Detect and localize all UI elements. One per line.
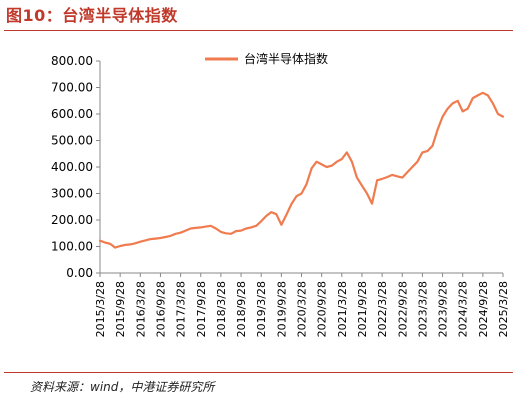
x-tick-label: 2023/3/28 <box>416 281 429 337</box>
y-tick-label: 200.00 <box>51 213 93 227</box>
chart-axes <box>99 61 503 274</box>
x-tick-label: 2023/9/28 <box>437 281 450 337</box>
x-tick-label: 2019/9/28 <box>275 281 288 337</box>
series-line <box>98 91 505 249</box>
y-tick-label: 400.00 <box>51 160 93 174</box>
legend-label: 台湾半导体指数 <box>244 51 328 66</box>
x-tick-label: 2022/9/28 <box>396 281 409 337</box>
x-tick-label: 2016/3/28 <box>134 281 147 337</box>
series-group <box>98 91 505 249</box>
legend: 台湾半导体指数 <box>205 51 328 66</box>
x-tick-label: 2020/9/28 <box>316 281 329 337</box>
x-tick-label: 2018/9/28 <box>235 281 248 337</box>
y-axis-ticks: 0.00 100.00 200.00 300.00 400.00 500.00 600.00… <box>51 54 100 280</box>
x-tick-label: 2016/9/28 <box>154 281 167 337</box>
x-tick-label: 2021/3/28 <box>336 281 349 337</box>
x-tick-label: 2025/3/28 <box>497 281 510 337</box>
x-axis-ticks: 2015/3/28 2015/9/28 2016/3/28 2016/9/28 2017… <box>94 273 510 337</box>
y-tick-label: 100.00 <box>51 240 93 254</box>
x-tick-label: 2022/3/28 <box>376 281 389 337</box>
y-tick-label: 600.00 <box>51 107 93 121</box>
x-tick-label: 2024/9/28 <box>477 281 490 337</box>
y-tick-label: 500.00 <box>51 134 93 148</box>
x-tick-label: 2024/3/28 <box>457 281 470 337</box>
x-tick-label: 2015/9/28 <box>114 281 127 337</box>
y-tick-label: 0.00 <box>66 266 93 280</box>
x-tick-label: 2020/3/28 <box>296 281 309 337</box>
source-note: 资料来源：wind，中港证券研究所 <box>30 380 215 394</box>
x-tick-label: 2017/3/28 <box>175 281 188 337</box>
top-rule <box>4 30 513 31</box>
y-tick-label: 800.00 <box>51 54 93 68</box>
x-tick-label: 2017/9/28 <box>195 281 208 337</box>
x-tick-label: 2019/3/28 <box>255 281 268 337</box>
chart-title: 图10：台湾半导体指数 <box>6 6 178 25</box>
y-tick-label: 700.00 <box>51 81 93 95</box>
x-tick-label: 2021/9/28 <box>356 281 369 337</box>
y-tick-label: 300.00 <box>51 187 93 201</box>
x-tick-label: 2018/3/28 <box>215 281 228 337</box>
x-tick-label: 2015/3/28 <box>94 281 107 337</box>
bottom-rule <box>4 372 513 373</box>
